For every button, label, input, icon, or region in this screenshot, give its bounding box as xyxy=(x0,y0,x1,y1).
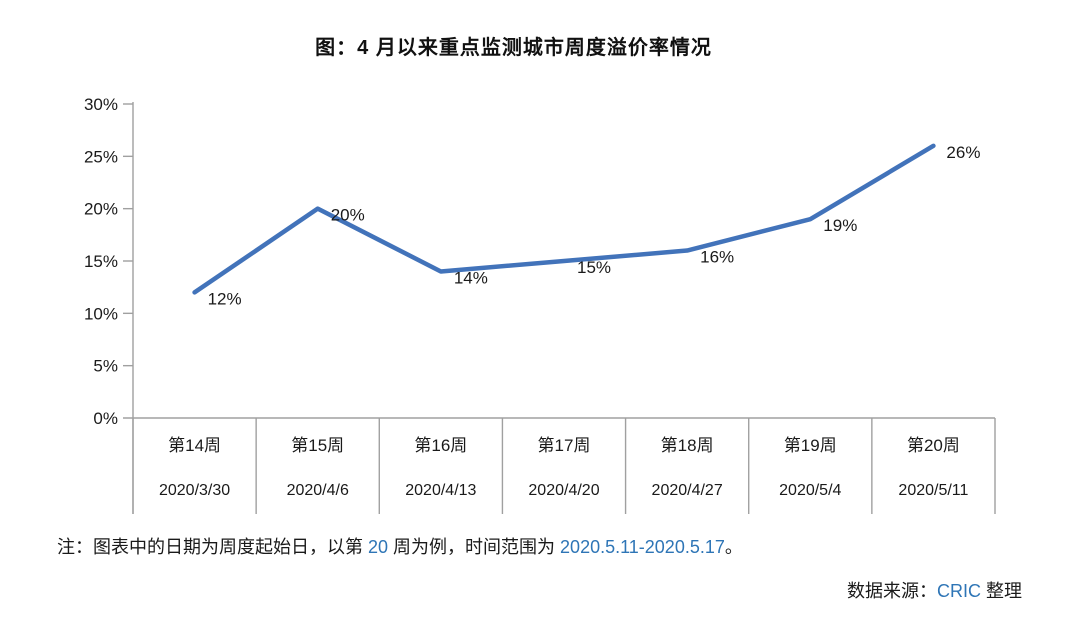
footnote: 注：图表中的日期为周度起始日，以第 20 周为例，时间范围为 2020.5.11… xyxy=(57,533,743,561)
y-axis-tick-label: 10% xyxy=(84,304,118,323)
footnote-date-range: 2020.5.11-2020.5.17 xyxy=(560,537,725,557)
x-axis-week-label: 第18周 xyxy=(661,436,714,455)
data-point-label: 12% xyxy=(208,289,242,308)
y-axis-tick-label: 15% xyxy=(84,252,118,271)
x-axis-week-label: 第20周 xyxy=(907,436,960,455)
footnote-week-number: 20 xyxy=(368,537,389,557)
data-point-label: 20% xyxy=(331,206,365,225)
y-axis-tick-label: 5% xyxy=(93,357,118,376)
data-source-suffix: 整理 xyxy=(980,581,1022,601)
x-axis-date-label: 2020/4/27 xyxy=(652,482,723,499)
y-axis-tick-label: 0% xyxy=(93,409,118,428)
data-point-label: 14% xyxy=(454,268,488,287)
chart-title: 图：4 月以来重点监测城市周度溢价率情况 xyxy=(315,37,712,59)
data-point-label: 26% xyxy=(946,143,980,162)
footnote-text: 周为例，时间范围为 xyxy=(388,537,561,557)
x-axis-week-label: 第15周 xyxy=(291,436,344,455)
y-axis-tick-label: 20% xyxy=(84,200,118,219)
data-point-label: 19% xyxy=(823,216,857,235)
series-line xyxy=(192,143,936,295)
y-axis-tick-label: 30% xyxy=(84,95,118,114)
data-source: 数据来源：CRIC 整理 xyxy=(847,577,1022,605)
x-axis-week-label: 第19周 xyxy=(784,436,837,455)
data-source-org: CRIC xyxy=(936,581,981,601)
data-point-label: 15% xyxy=(577,258,611,277)
footnote-text: 注：图表中的日期为周度起始日，以第 xyxy=(57,537,368,557)
x-axis-date-label: 2020/5/4 xyxy=(779,482,841,499)
y-axis-tick-label: 25% xyxy=(84,147,118,166)
x-axis-date-label: 2020/4/6 xyxy=(287,482,349,499)
x-axis-week-label: 第16周 xyxy=(414,436,467,455)
x-axis-date-label: 2020/5/11 xyxy=(898,482,968,499)
x-axis-week-label: 第14周 xyxy=(168,436,221,455)
x-axis-date-label: 2020/4/13 xyxy=(405,482,476,499)
x-axis-date-label: 2020/4/20 xyxy=(528,482,599,499)
x-axis-date-label: 2020/3/30 xyxy=(159,482,230,499)
x-axis-week-label: 第17周 xyxy=(538,436,591,455)
data-point-label: 16% xyxy=(700,248,734,267)
data-source-label: 数据来源： xyxy=(846,581,937,601)
footnote-text: 。 xyxy=(724,537,743,557)
